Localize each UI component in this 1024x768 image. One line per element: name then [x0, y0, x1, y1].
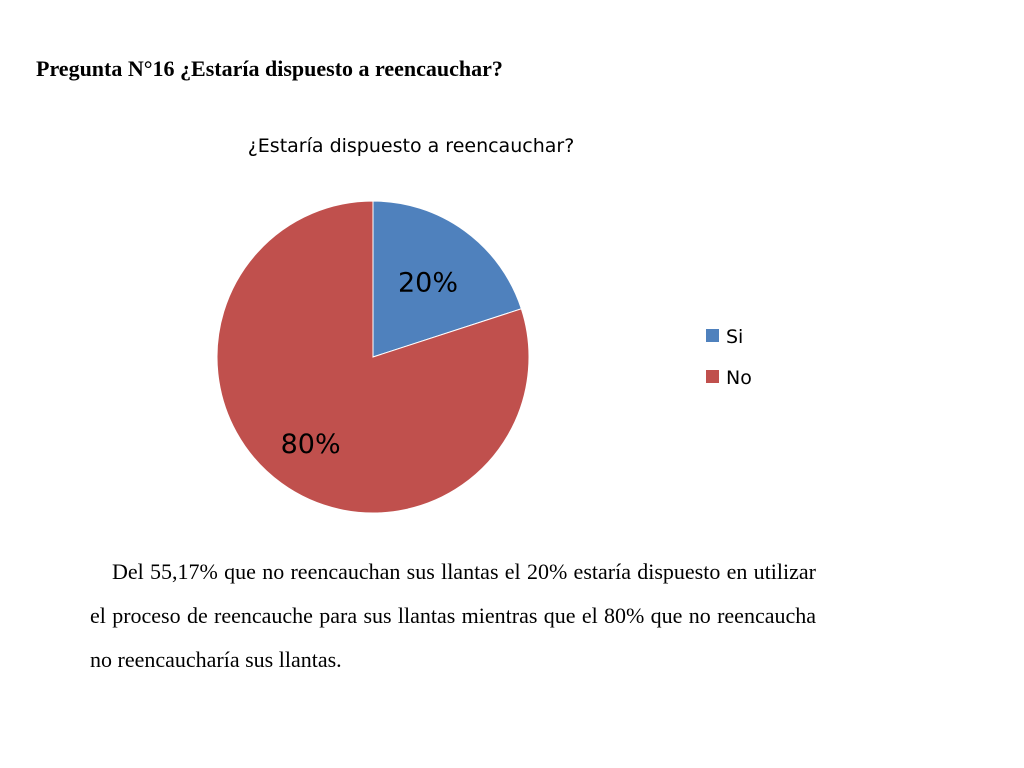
pie-slice-no	[216, 200, 530, 514]
slice-label-si: 20%	[398, 267, 458, 298]
slice-label-no: 80%	[281, 429, 341, 460]
chart-legend: Si No	[706, 326, 752, 389]
legend-swatch-si	[706, 329, 719, 342]
legend-label-no: No	[726, 367, 752, 389]
legend-label-si: Si	[726, 326, 743, 348]
pie-slices	[216, 200, 530, 514]
legend-swatch-no	[706, 370, 719, 383]
pie-slice-si	[372, 200, 522, 358]
description-paragraph: Del 55,17% que no reencauchan sus llanta…	[90, 559, 816, 672]
page-heading: Pregunta N°16 ¿Estaría dispuesto a reenc…	[36, 56, 503, 81]
chart-title: ¿Estaría dispuesto a reencauchar?	[248, 135, 575, 157]
slice-labels: 20% 80%	[281, 267, 458, 460]
